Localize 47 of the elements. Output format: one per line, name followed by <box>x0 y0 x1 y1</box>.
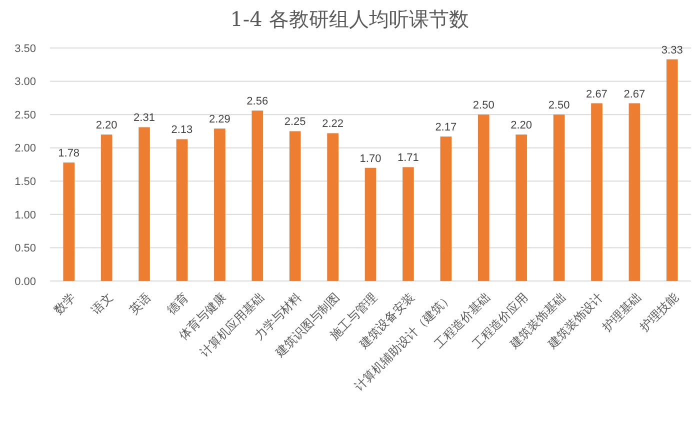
data-label: 2.31 <box>134 112 155 124</box>
bar <box>553 114 565 281</box>
bar <box>252 110 264 281</box>
bar <box>327 133 338 281</box>
y-tick-label: 1.50 <box>14 176 36 188</box>
data-label: 1.71 <box>397 152 419 164</box>
data-label: 1.78 <box>58 148 80 160</box>
x-tick-label: 数学 <box>51 290 78 318</box>
bar <box>138 127 150 281</box>
bar <box>63 162 75 281</box>
y-tick-label: 0.00 <box>14 276 36 288</box>
data-label: 2.50 <box>548 100 570 112</box>
x-tick-label: 德育 <box>164 290 192 318</box>
bar <box>100 134 112 281</box>
bar <box>666 59 678 281</box>
bar <box>628 103 640 281</box>
chart-title: 1-4 各教研组人均听课节数 <box>230 7 469 31</box>
bar <box>402 167 414 281</box>
y-tick-label: 3.50 <box>14 42 36 55</box>
x-tick-label: 语文 <box>88 290 116 318</box>
data-label: 2.29 <box>208 114 230 126</box>
data-label: 2.50 <box>472 100 494 112</box>
bar <box>214 128 226 281</box>
y-tick-label: 2.50 <box>14 109 36 122</box>
data-label: 3.33 <box>661 44 683 56</box>
y-tick-label: 0.50 <box>14 242 36 255</box>
data-label: 2.20 <box>96 120 118 132</box>
y-tick-label: 2.00 <box>14 142 36 155</box>
data-label: 1.70 <box>360 152 382 165</box>
bar <box>516 134 527 281</box>
data-label: 2.56 <box>246 96 268 108</box>
data-label: 2.17 <box>435 122 457 134</box>
bar <box>364 168 376 281</box>
data-label: 2.22 <box>322 118 344 130</box>
data-label: 2.67 <box>624 88 646 100</box>
y-tick-label: 1.00 <box>14 209 36 222</box>
data-label: 2.13 <box>171 124 193 136</box>
x-tick-label: 英语 <box>126 290 154 318</box>
data-label: 2.25 <box>284 116 306 128</box>
data-label: 2.20 <box>510 120 532 132</box>
bar <box>289 131 301 281</box>
y-tick-label: 3.00 <box>14 76 36 88</box>
bar <box>440 136 452 281</box>
bar <box>478 114 490 281</box>
bar <box>176 139 188 281</box>
bar <box>591 103 602 281</box>
data-label: 2.67 <box>586 88 608 100</box>
